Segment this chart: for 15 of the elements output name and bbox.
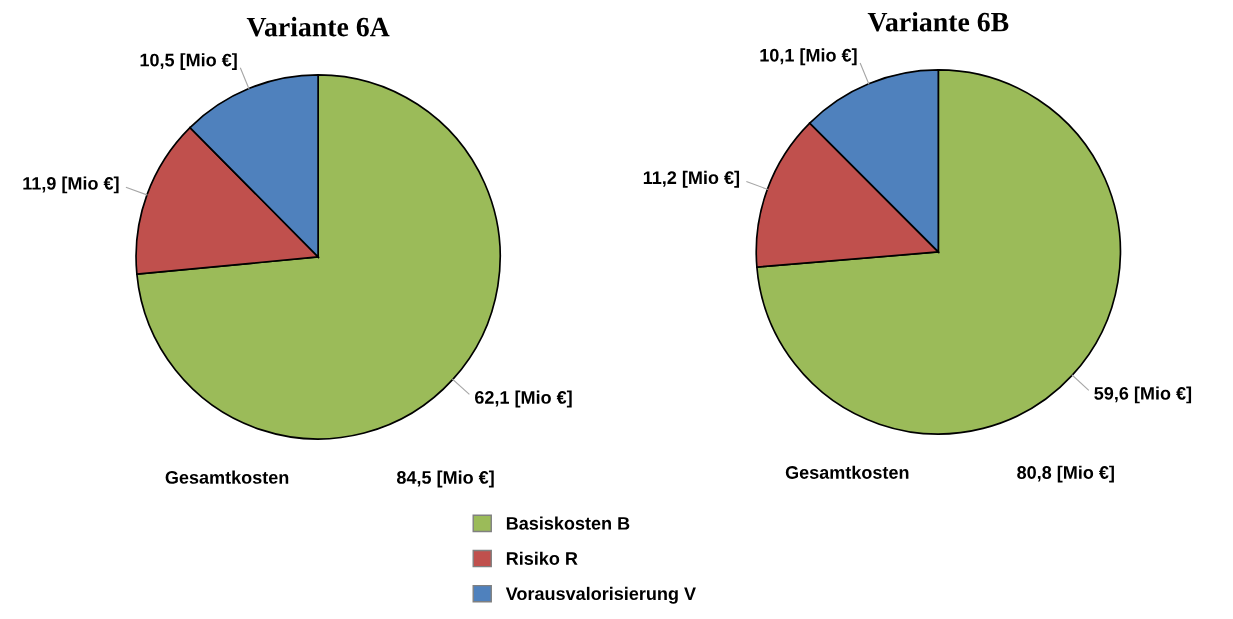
data-label: 59,6 [Mio €]	[1094, 386, 1192, 404]
chart-title: Variante 6B	[867, 11, 1009, 32]
data-label: 62,1 [Mio €]	[475, 390, 572, 408]
text: 80,8 [Mio €]	[1017, 465, 1114, 483]
chart-title: Variante 6A	[246, 16, 390, 37]
text: Gesamtkosten	[785, 465, 909, 479]
data-label: 10,1 [Mio €]	[760, 48, 857, 66]
data-label: 11,9 [Mio €]	[23, 176, 119, 194]
legend-label: Risiko R	[506, 551, 578, 565]
legend-label: Basiskosten B	[506, 516, 630, 530]
text: 84,5 [Mio €]	[396, 470, 494, 488]
legend-label: Vorausvalorisierung V	[505, 586, 696, 604]
data-label: 11,2 [Mio €]	[643, 170, 740, 188]
text: Gesamtkosten	[165, 470, 289, 484]
data-label: 10,5 [Mio €]	[140, 53, 237, 70]
